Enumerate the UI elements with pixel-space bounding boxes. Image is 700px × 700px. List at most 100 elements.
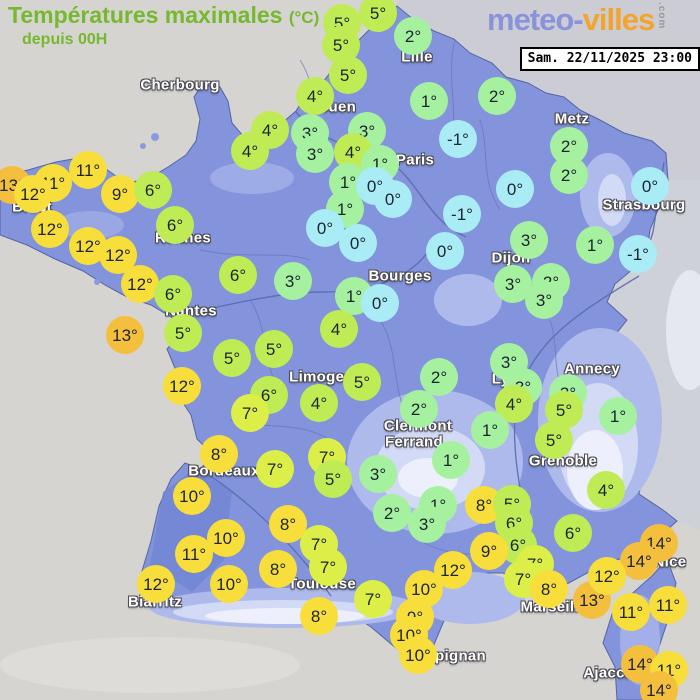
temperature-bubble: 2°	[400, 390, 438, 428]
temperature-bubble: 2°	[420, 358, 458, 396]
temperature-bubble: 12°	[163, 367, 201, 405]
page-title: Températures maximales	[8, 2, 283, 28]
temperature-bubble: 11°	[175, 535, 213, 573]
alps-east-relief	[666, 270, 700, 390]
temperature-bubble: 0°	[374, 180, 412, 218]
city-label-limoges: Limoges	[289, 368, 353, 386]
subtitle: depuis 00H	[22, 31, 108, 48]
city-label-annecy: Annecy	[564, 360, 620, 378]
temperature-bubble: 7°	[256, 450, 294, 488]
temperature-bubble: 13°	[106, 316, 144, 354]
temperature-bubble: 5°	[164, 314, 202, 352]
temperature-bubble: 2°	[394, 17, 432, 55]
temperature-bubble: 4°	[231, 132, 269, 170]
logo-suffix-com: .com	[656, 2, 668, 30]
temperature-bubble: 10°	[207, 519, 245, 557]
temperature-bubble: 12°	[137, 565, 175, 603]
temperature-bubble: 1°	[335, 277, 373, 315]
temperature-bubble: 4°	[296, 77, 334, 115]
temperature-bubble: -1°	[619, 235, 657, 273]
logo-part-meteo: meteo-	[487, 2, 584, 37]
temperature-bubble: 3°	[510, 221, 548, 259]
temperature-bubble: 8°	[200, 435, 238, 473]
temperature-bubble: 11°	[649, 586, 687, 624]
temperature-bubble: 2°	[478, 77, 516, 115]
temperature-bubble: 0°	[361, 284, 399, 322]
temperature-bubble: 1°	[576, 226, 614, 264]
temperature-bubble: 7°	[231, 394, 269, 432]
temperature-bubble: 11°	[69, 151, 107, 189]
temperature-bubble: 0°	[426, 232, 464, 270]
temperature-bubble: 1°	[432, 441, 470, 479]
temperature-bubble: 6°	[219, 256, 257, 294]
city-label-ferrand: Ferrand	[385, 433, 443, 451]
temperature-bubble: 12°	[14, 175, 52, 213]
channel-island	[140, 143, 146, 149]
temperature-bubble: 10°	[173, 477, 211, 515]
temperature-bubble: 0°	[339, 224, 377, 262]
temperature-bubble: 1°	[410, 82, 448, 120]
temperature-bubble: 2°	[550, 156, 588, 194]
temperature-bubble: 12°	[99, 236, 137, 274]
temperature-bubble: 10°	[210, 565, 248, 603]
title-unit: (°C)	[288, 8, 320, 27]
temperature-bubble: 4°	[320, 310, 358, 348]
temperature-bubble: 12°	[588, 557, 626, 595]
temperature-bubble: 5°	[545, 391, 583, 429]
temperature-bubble: 6°	[154, 275, 192, 313]
city-label-strasbourg: Strasbourg	[602, 196, 686, 214]
temperature-bubble: 5°	[213, 339, 251, 377]
temperature-bubble: 6°	[156, 206, 194, 244]
temperature-bubble: -1°	[443, 195, 481, 233]
temperature-bubble: 5°	[535, 421, 573, 459]
temperature-bubble: -1°	[439, 120, 477, 158]
temperature-bubble: 5°	[343, 363, 381, 401]
temperature-bubble: 14°	[620, 542, 658, 580]
neighbour-land-east	[599, 180, 700, 530]
meteo-villes-logo[interactable]: meteo-villes .com	[487, 2, 667, 38]
island	[94, 279, 100, 285]
timestamp-badge: Sam. 22/11/2025 23:00	[519, 47, 700, 71]
temperature-bubble: 3°	[525, 281, 563, 319]
temperature-bubble: 10°	[399, 636, 437, 674]
channel-island	[151, 133, 159, 141]
city-label-bourges: Bourges	[368, 267, 432, 285]
temperature-bubble: 14°	[640, 671, 678, 700]
temperature-bubble: 9°	[470, 532, 508, 570]
temperature-bubble: 2°	[373, 494, 411, 532]
temperature-bubble: 1°	[471, 411, 509, 449]
spain-relief	[0, 637, 300, 693]
logo-part-villes: villes	[582, 2, 656, 37]
temperature-bubble: 5°	[314, 460, 352, 498]
city-label-cherbourg: Cherbourg	[140, 76, 220, 94]
temperature-bubble: 6°	[134, 171, 172, 209]
city-label-metz: Metz	[554, 110, 590, 128]
temperature-bubble: 5°	[359, 0, 397, 32]
temperature-bubble: 3°	[274, 262, 312, 300]
temperature-bubble: 3°	[408, 505, 446, 543]
city-label-paris: Paris	[395, 151, 435, 169]
temperature-bubble: 3°	[359, 455, 397, 493]
temperature-bubble: 5°	[329, 56, 367, 94]
neighbour-land-north	[397, 0, 700, 180]
temperature-bubble: 8°	[259, 550, 297, 588]
temperature-bubble: 8°	[300, 597, 338, 635]
temperature-bubble: 0°	[631, 167, 669, 205]
temperature-bubble: 12°	[31, 210, 69, 248]
temperature-bubble: 0°	[306, 209, 344, 247]
temperature-bubble: 12°	[121, 265, 159, 303]
temperature-bubble: 11°	[650, 651, 688, 689]
title-block: Températures maximales (°C) depuis 00H	[8, 2, 319, 49]
temperature-bubble: 7°	[309, 548, 347, 586]
temperature-bubble: 4°	[587, 471, 625, 509]
temperature-bubble: 5°	[255, 330, 293, 368]
temperature-bubble: 7°	[354, 580, 392, 618]
temperature-bubble: 6°	[554, 514, 592, 552]
temperature-bubble: 4°	[300, 384, 338, 422]
temperature-bubble: 9°	[101, 175, 139, 213]
temperature-bubble: 4°	[251, 111, 289, 149]
temperature-bubble: 1°	[599, 397, 637, 435]
temperature-bubble: 7°	[504, 560, 542, 598]
temperature-bubble: 3°	[296, 135, 334, 173]
